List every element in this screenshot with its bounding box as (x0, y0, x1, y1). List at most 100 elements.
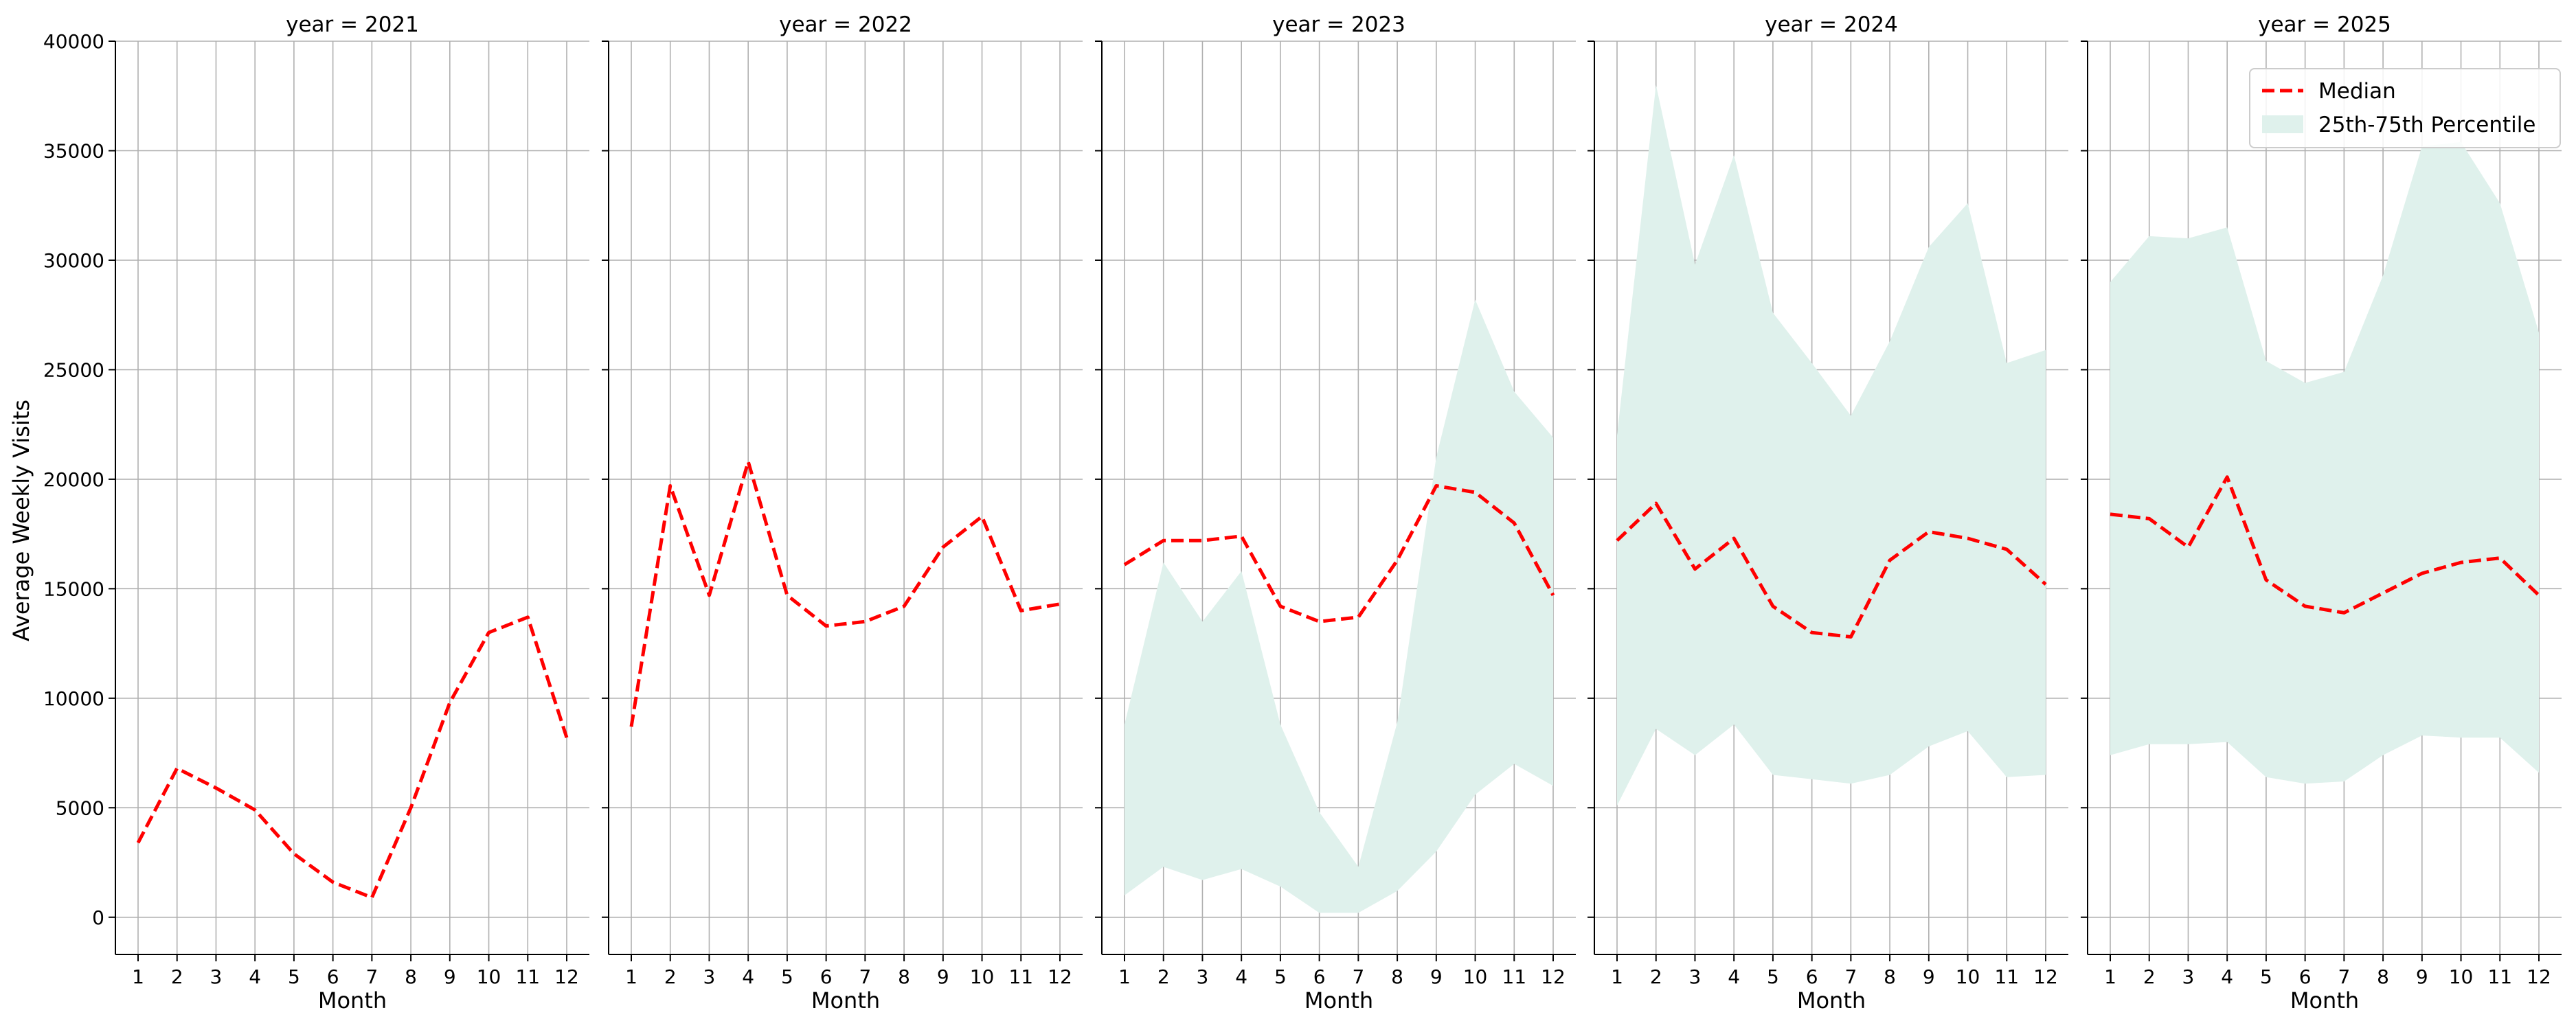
x-tick-label: 11 (1502, 965, 1526, 988)
median-line (1616, 501, 2047, 639)
x-tick-label: 12 (1541, 965, 1566, 988)
x-tick-label: 8 (1391, 965, 1403, 988)
x-tick-label: 1 (1118, 965, 1131, 988)
x-tick-label: 7 (859, 965, 871, 988)
x-tick-label: 2 (1157, 965, 1170, 988)
legend-median-label: Median (2318, 79, 2396, 104)
x-tick-label: 7 (365, 965, 378, 988)
x-tick-label: 7 (1352, 965, 1364, 988)
x-tick-label: 4 (249, 965, 261, 988)
x-axis-title: Month (318, 987, 387, 1014)
median-line (136, 615, 569, 900)
y-tick-label: 20000 (43, 468, 104, 491)
legend-frame (2249, 68, 2561, 148)
x-tick-label: 2 (2143, 965, 2156, 988)
x-tick-label: 9 (444, 965, 456, 988)
x-tick-label: 1 (132, 965, 144, 988)
x-tick-label: 2 (664, 965, 677, 988)
panel-title: year = 2025 (2258, 12, 2391, 37)
y-tick-label: 0 (92, 906, 104, 929)
x-tick-label: 3 (1197, 965, 1209, 988)
panel-title: year = 2024 (1765, 12, 1898, 37)
x-tick-label: 10 (477, 965, 501, 988)
x-tick-label: 4 (2221, 965, 2233, 988)
x-axis-title: Month (2290, 987, 2359, 1014)
x-tick-label: 2 (1650, 965, 1662, 988)
x-axis-title: Month (1304, 987, 1373, 1014)
x-tick-label: 6 (820, 965, 833, 988)
x-tick-label: 10 (1463, 965, 1488, 988)
x-tick-label: 3 (703, 965, 716, 988)
y-tick-label: 40000 (43, 30, 104, 53)
x-tick-label: 3 (210, 965, 223, 988)
panel-1: 1 2 3 4 5 6 7 8 9 10 11 120500010000150002000025000… (43, 12, 589, 1014)
y-tick-label: 15000 (43, 577, 104, 600)
panels-layer: 1 2 3 4 5 6 7 8 9 10 11 120500010000150002000025000… (43, 12, 2562, 1014)
panel-title: year = 2022 (779, 12, 912, 37)
x-tick-label: 12 (2033, 965, 2058, 988)
legend: Median 25th-75th Percentile (2249, 68, 2561, 148)
x-tick-label: 4 (742, 965, 754, 988)
percentile-band (1617, 84, 2046, 806)
x-tick-label: 4 (1728, 965, 1740, 988)
x-tick-label: 4 (1235, 965, 1247, 988)
x-tick-label: 6 (327, 965, 339, 988)
y-axis-title: Average Weekly Visits (8, 400, 34, 641)
x-tick-label: 6 (1313, 965, 1326, 988)
x-tick-label: 9 (1923, 965, 1935, 988)
median-line (2110, 475, 2540, 615)
median-line (1123, 484, 1555, 623)
x-tick-label: 6 (2299, 965, 2312, 988)
x-tick-label: 11 (1994, 965, 2019, 988)
x-tick-label: 5 (1274, 965, 1287, 988)
x-tick-label: 11 (2487, 965, 2512, 988)
y-tick-label: 10000 (43, 687, 104, 710)
x-tick-label: 9 (1430, 965, 1443, 988)
x-tick-label: 3 (1689, 965, 1702, 988)
y-tick-label: 35000 (43, 139, 104, 162)
x-tick-label: 12 (554, 965, 579, 988)
panel-title: year = 2023 (1272, 12, 1405, 37)
x-tick-label: 9 (2416, 965, 2428, 988)
x-tick-label: 8 (2377, 965, 2389, 988)
x-tick-label: 5 (1767, 965, 1779, 988)
x-tick-label: 8 (405, 965, 417, 988)
x-tick-label: 8 (1884, 965, 1896, 988)
percentile-band (2110, 141, 2539, 784)
x-tick-label: 1 (2104, 965, 2116, 988)
x-tick-label: 11 (515, 965, 540, 988)
x-tick-label: 2 (171, 965, 183, 988)
legend-band-swatch (2262, 115, 2303, 133)
y-tick-label: 5000 (56, 797, 104, 819)
x-tick-label: 12 (2527, 965, 2551, 988)
x-tick-label: 7 (1844, 965, 1857, 988)
x-tick-label: 8 (898, 965, 910, 988)
x-tick-label: 5 (2260, 965, 2272, 988)
panel-title: year = 2021 (286, 12, 419, 37)
median-line (629, 459, 1061, 727)
x-axis-title: Month (811, 987, 880, 1014)
x-tick-label: 7 (2338, 965, 2350, 988)
x-tick-label: 12 (1048, 965, 1072, 988)
x-tick-label: 1 (625, 965, 637, 988)
x-tick-label: 10 (2449, 965, 2474, 988)
x-axis-title: Month (1797, 987, 1866, 1014)
x-tick-label: 9 (937, 965, 949, 988)
x-tick-label: 3 (2182, 965, 2195, 988)
y-tick-label: 30000 (43, 249, 104, 272)
x-tick-label: 5 (781, 965, 793, 988)
x-tick-label: 5 (288, 965, 300, 988)
x-tick-label: 6 (1806, 965, 1818, 988)
x-tick-label: 11 (1008, 965, 1033, 988)
percentile-band (1125, 299, 1553, 913)
x-tick-label: 1 (1611, 965, 1623, 988)
y-tick-label: 25000 (43, 358, 104, 381)
x-tick-label: 10 (1956, 965, 1980, 988)
legend-band-label: 25th-75th Percentile (2318, 113, 2535, 137)
x-tick-label: 10 (970, 965, 995, 988)
